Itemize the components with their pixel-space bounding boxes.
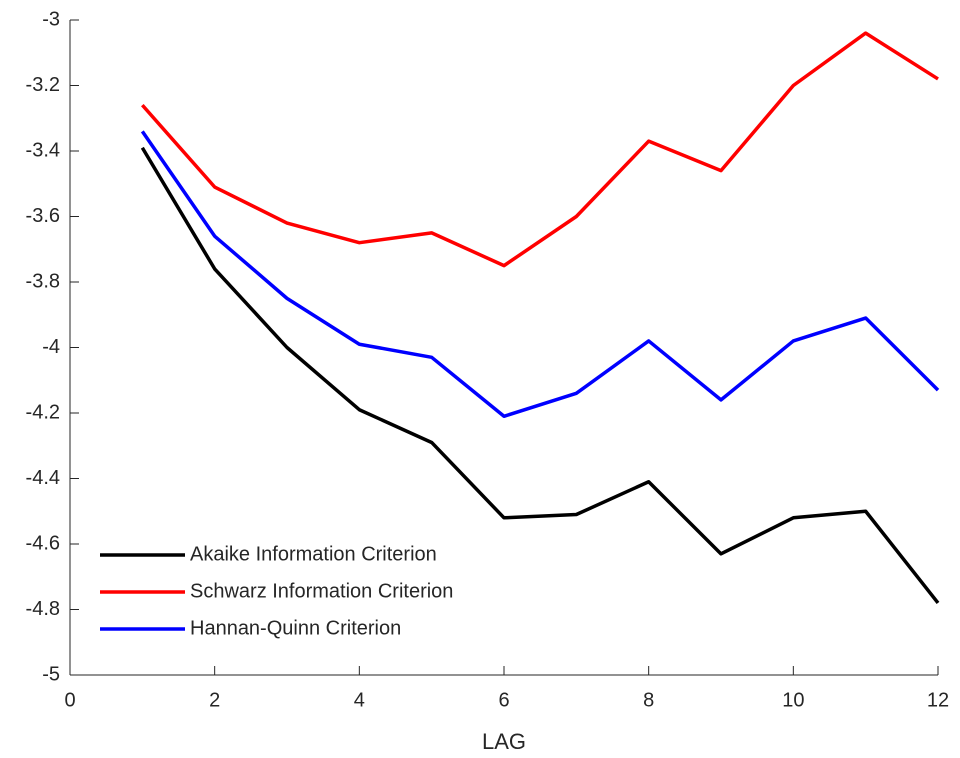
y-tick-label: -4 [42,336,60,358]
x-tick-label: 2 [209,689,220,711]
line [141,31,939,268]
x-tick-label: 4 [354,689,365,711]
legend-label: Schwarz Information Criterion [190,580,453,602]
line [140,130,940,419]
legend-label: Akaike Information Criterion [190,543,437,565]
y-tick-label: -3.8 [26,270,60,292]
y-tick-label: -3.2 [26,74,60,96]
x-tick-label: 12 [927,689,949,711]
x-tick-label: 10 [782,689,804,711]
y-tick-label: -4.6 [26,532,60,554]
x-tick-label: 0 [64,689,75,711]
y-tick-label: -5 [42,663,60,685]
y-tick-label: -4.2 [26,401,60,423]
y-tick-label: -3 [42,8,60,30]
y-tick-label: -3.4 [26,139,60,161]
y-tick-label: -3.6 [26,205,60,227]
x-tick-label: 8 [643,689,654,711]
x-axis-label: LAG [482,729,526,754]
legend-label: Hannan-Quinn Criterion [190,617,401,639]
line [140,146,940,605]
y-tick-label: -4.4 [26,467,60,489]
y-tick-label: -4.8 [26,598,60,620]
x-tick-label: 6 [498,689,509,711]
